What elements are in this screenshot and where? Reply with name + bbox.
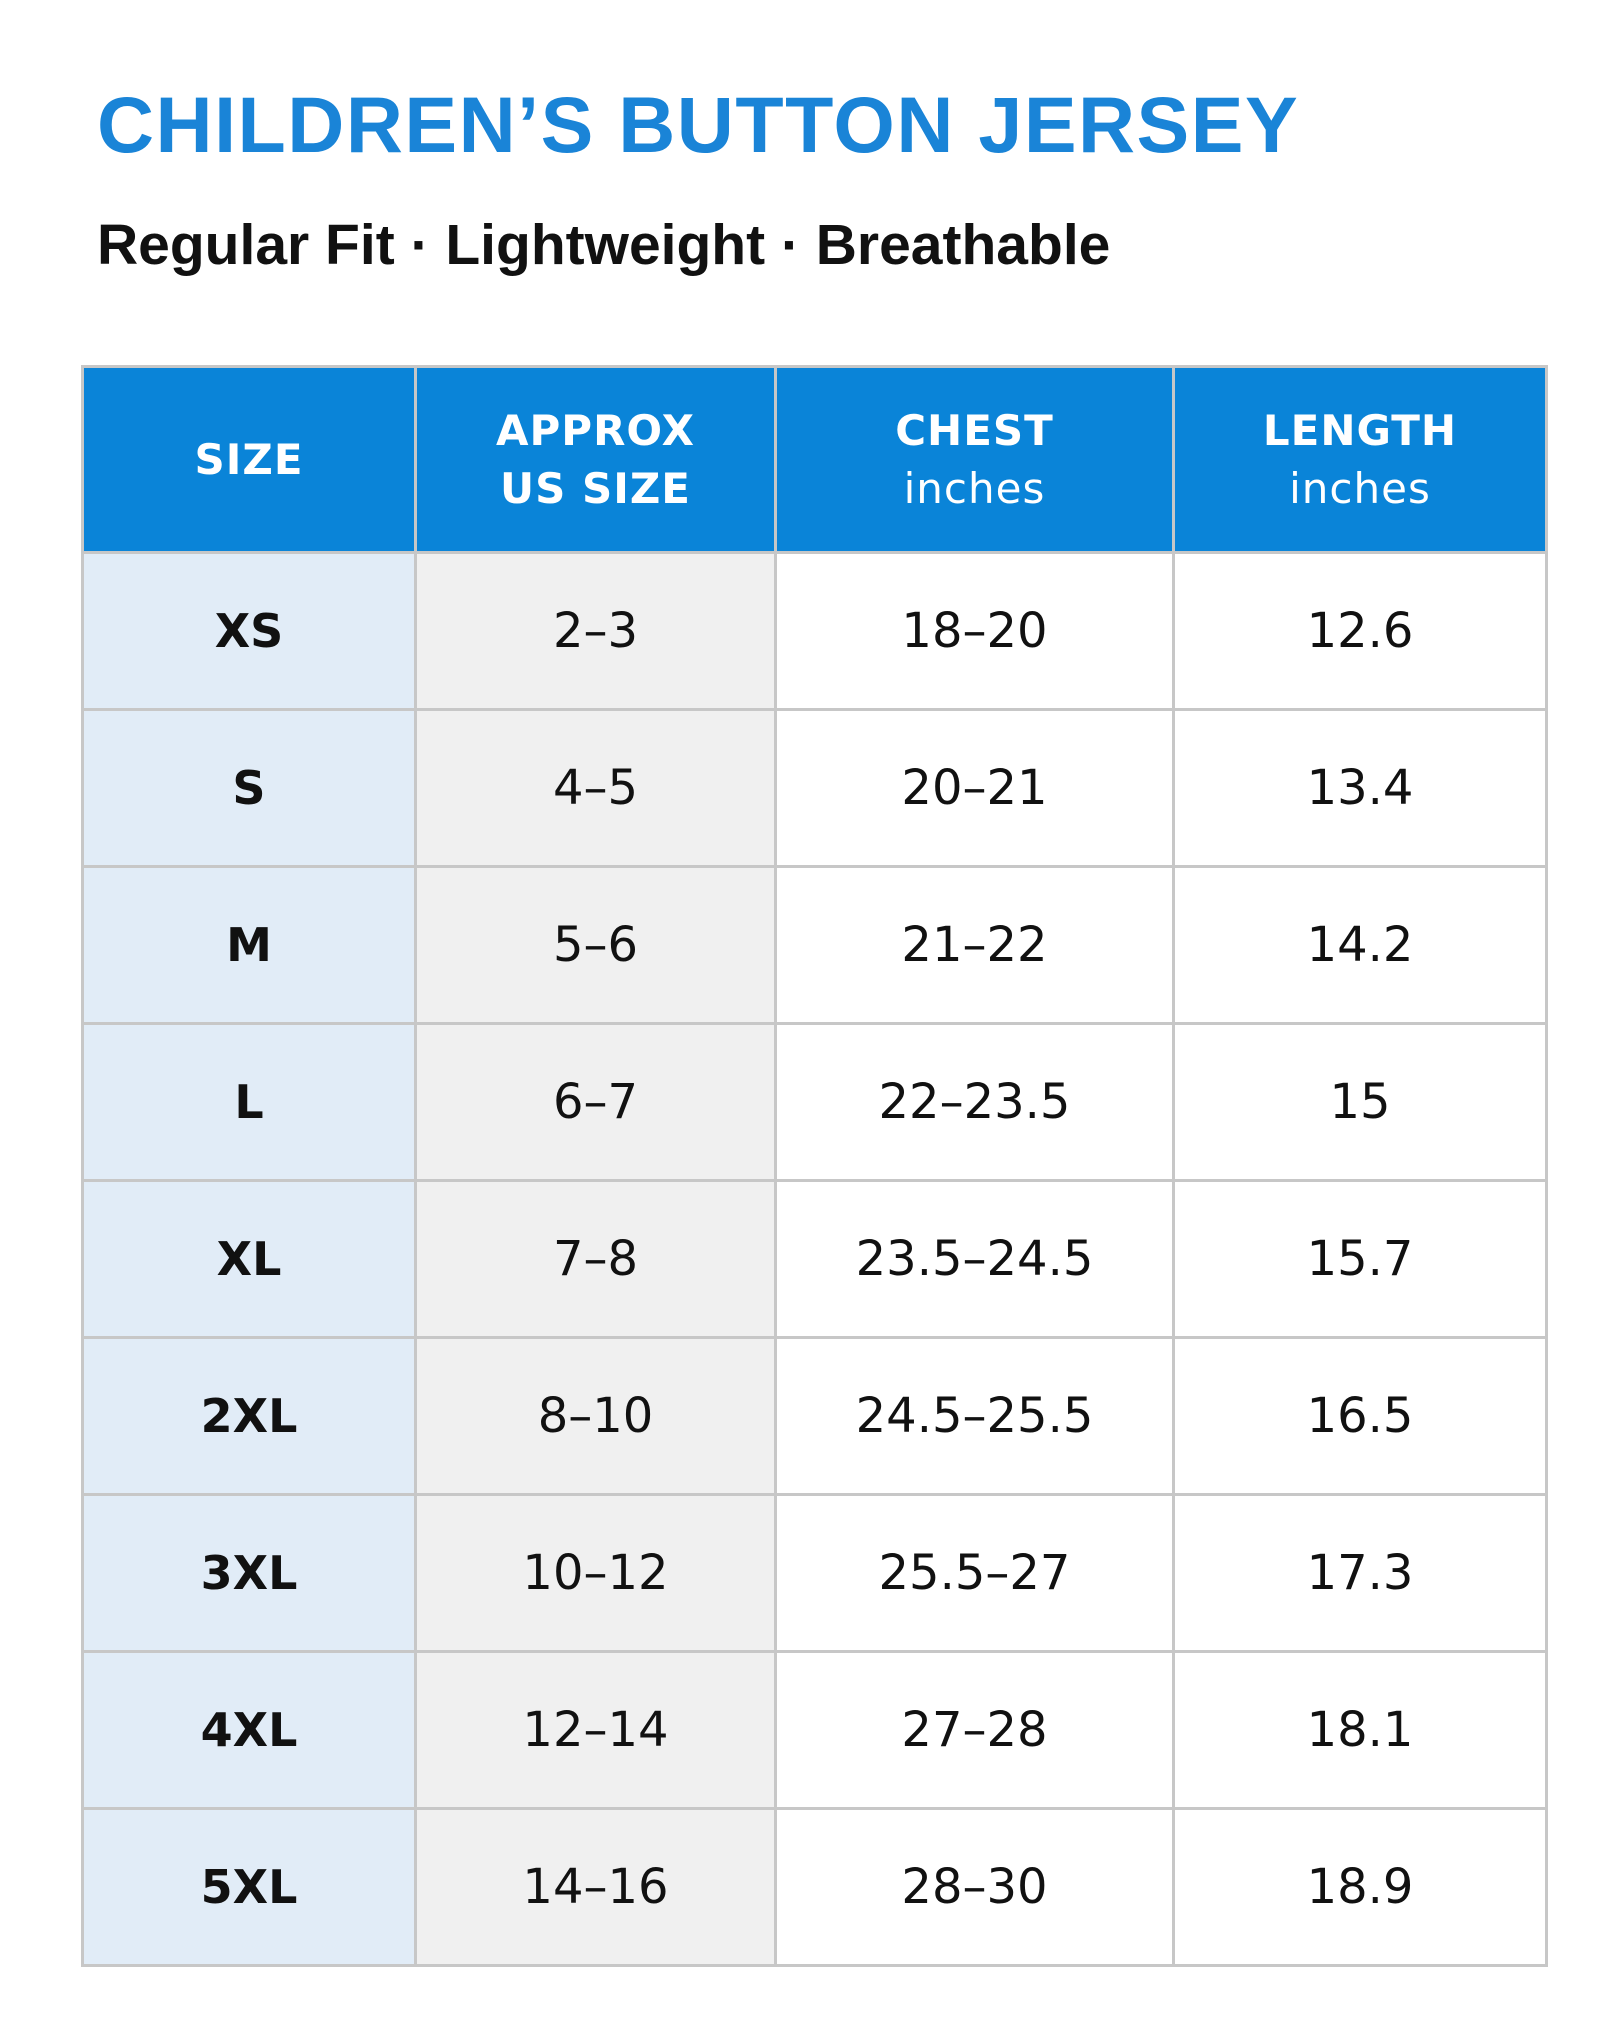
length-cell: 13.4 xyxy=(1172,708,1548,868)
header-size: SIZE xyxy=(81,365,417,554)
length-cell: 15 xyxy=(1172,1022,1548,1182)
us-size-cell: 10–12 xyxy=(414,1493,777,1653)
header-chest: CHEST inches xyxy=(774,365,1175,554)
chest-cell: 23.5–24.5 xyxy=(774,1179,1175,1339)
us-size-cell: 2–3 xyxy=(414,551,777,711)
size-cell: 3XL xyxy=(81,1493,417,1653)
length-cell: 15.7 xyxy=(1172,1179,1548,1339)
table-row: 3XL 10–12 25.5–27 17.3 xyxy=(81,1493,1548,1653)
chest-cell: 25.5–27 xyxy=(774,1493,1175,1653)
length-cell: 12.6 xyxy=(1172,551,1548,711)
us-size-cell: 12–14 xyxy=(414,1650,777,1810)
header-length-unit: inches xyxy=(1289,463,1431,513)
table-row: L 6–7 22–23.5 15 xyxy=(81,1022,1548,1182)
chest-cell: 24.5–25.5 xyxy=(774,1336,1175,1496)
size-cell: 4XL xyxy=(81,1650,417,1810)
header-approx-label: APPROX xyxy=(496,405,695,455)
header-length: LENGTH inches xyxy=(1172,365,1548,554)
size-cell: L xyxy=(81,1022,417,1182)
chest-cell: 20–21 xyxy=(774,708,1175,868)
us-size-cell: 8–10 xyxy=(414,1336,777,1496)
length-cell: 18.9 xyxy=(1172,1807,1548,1967)
us-size-cell: 14–16 xyxy=(414,1807,777,1967)
header-us-size-label: US SIZE xyxy=(500,463,691,513)
table-row: S 4–5 20–21 13.4 xyxy=(81,708,1548,868)
table-header-row: SIZE APPROX US SIZE CHEST inches LENGTH … xyxy=(81,365,1548,554)
table-row: 2XL 8–10 24.5–25.5 16.5 xyxy=(81,1336,1548,1496)
size-cell: S xyxy=(81,708,417,868)
header-length-label: LENGTH xyxy=(1262,405,1458,455)
chest-cell: 28–30 xyxy=(774,1807,1175,1967)
header-approx-us-size: APPROX US SIZE xyxy=(414,365,777,554)
table-row: XS 2–3 18–20 12.6 xyxy=(81,551,1548,711)
length-cell: 14.2 xyxy=(1172,865,1548,1025)
us-size-cell: 7–8 xyxy=(414,1179,777,1339)
header-size-label: SIZE xyxy=(194,434,304,484)
page-subtitle: Regular Fit · Lightweight · Breathable xyxy=(97,213,1111,277)
size-cell: XS xyxy=(81,551,417,711)
table-row: M 5–6 21–22 14.2 xyxy=(81,865,1548,1025)
us-size-cell: 4–5 xyxy=(414,708,777,868)
size-chart-table: SIZE APPROX US SIZE CHEST inches LENGTH … xyxy=(81,365,1548,1967)
table-row: 5XL 14–16 28–30 18.9 xyxy=(81,1807,1548,1967)
length-cell: 17.3 xyxy=(1172,1493,1548,1653)
us-size-cell: 5–6 xyxy=(414,865,777,1025)
chest-cell: 21–22 xyxy=(774,865,1175,1025)
chest-cell: 27–28 xyxy=(774,1650,1175,1810)
length-cell: 16.5 xyxy=(1172,1336,1548,1496)
chest-cell: 18–20 xyxy=(774,551,1175,711)
size-cell: XL xyxy=(81,1179,417,1339)
header-chest-unit: inches xyxy=(903,463,1046,513)
chest-cell: 22–23.5 xyxy=(774,1022,1175,1182)
length-cell: 18.1 xyxy=(1172,1650,1548,1810)
table-row: 4XL 12–14 27–28 18.1 xyxy=(81,1650,1548,1810)
size-cell: 5XL xyxy=(81,1807,417,1967)
page-title: CHILDREN’S BUTTON JERSEY xyxy=(97,80,1300,169)
table-row: XL 7–8 23.5–24.5 15.7 xyxy=(81,1179,1548,1339)
size-cell: M xyxy=(81,865,417,1025)
size-cell: 2XL xyxy=(81,1336,417,1496)
us-size-cell: 6–7 xyxy=(414,1022,777,1182)
header-chest-label: CHEST xyxy=(895,405,1054,455)
